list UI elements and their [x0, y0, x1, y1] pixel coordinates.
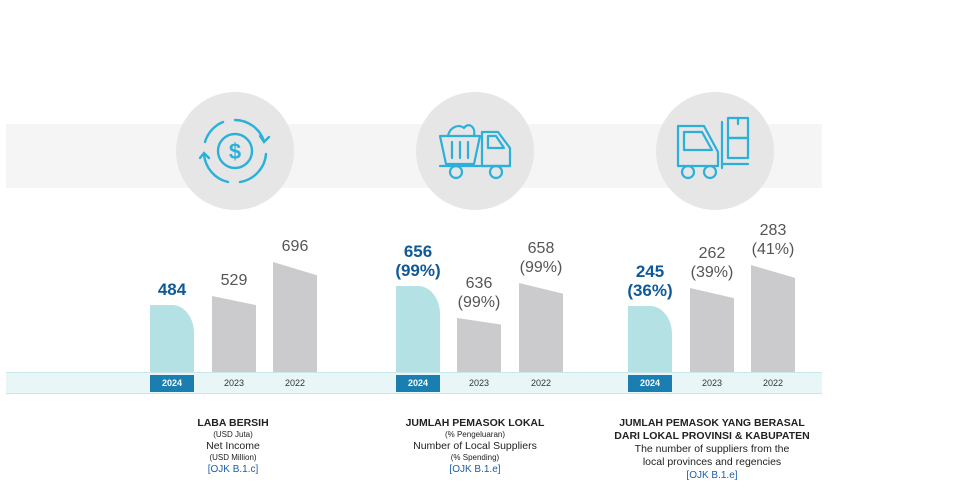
forklift-icon: [656, 92, 774, 210]
caption-title-en: The number of suppliers from the: [634, 443, 790, 455]
year-label-2022: 2022: [762, 378, 784, 388]
value-percent: (41%): [751, 241, 795, 258]
value-label-2022: 283 (41%): [733, 221, 813, 259]
value-label-2024: 656 (99%): [378, 242, 458, 280]
year-label-2022: 2022: [284, 378, 306, 388]
caption-unit-en: (% Spending): [450, 453, 500, 462]
year-label-2022: 2022: [530, 378, 552, 388]
bar-2023: [212, 296, 256, 372]
year-label-2023: 2023: [701, 378, 723, 388]
caption-title-en-line2: local provinces and regencies: [642, 456, 782, 468]
bar-2023: [690, 288, 734, 372]
caption-title: JUMLAH PEMASOK YANG BERASAL: [619, 417, 805, 429]
caption-unit-en: (USD Million): [209, 453, 257, 462]
value-label-2024: 484: [157, 280, 187, 299]
value-percent: (99%): [457, 294, 501, 311]
value-percent: (99%): [519, 259, 563, 276]
bar-2023: [457, 318, 501, 372]
year-label-2023: 2023: [468, 378, 490, 388]
value-label-2023: 529: [220, 272, 248, 289]
value-percent: (99%): [395, 261, 441, 280]
year-label-2024: 2024: [628, 375, 672, 392]
bar-2022: [751, 265, 795, 372]
caption-unit: (USD Juta): [213, 430, 253, 439]
bar-2024: [396, 286, 440, 372]
value-number: 245: [635, 262, 665, 281]
axis-line-top: [6, 372, 822, 373]
chart-caption: JUMLAH PEMASOK YANG BERASAL DARI LOKAL P…: [592, 417, 832, 482]
value-label-2023: 636 (99%): [439, 274, 519, 312]
bar-2022: [273, 262, 317, 372]
bar-2022: [519, 283, 563, 372]
value-label-2022: 658 (99%): [501, 239, 581, 277]
bar-2024: [150, 305, 194, 372]
value-number: 658: [527, 240, 555, 257]
value-label-2024: 245 (36%): [610, 262, 690, 300]
value-percent: (39%): [690, 264, 734, 281]
bar-2024: [628, 306, 672, 372]
caption-unit: (% Pengeluaran): [444, 430, 506, 439]
ojk-reference: [OJK B.1.c]: [207, 464, 259, 475]
chart-caption: LABA BERSIH (USD Juta) Net Income (USD M…: [113, 417, 353, 476]
truck-icon: [416, 92, 534, 210]
ojk-reference: [OJK B.1.e]: [686, 470, 738, 481]
caption-title: LABA BERSIH: [197, 417, 269, 429]
value-label-2022: 696: [281, 238, 309, 255]
dollar-cycle-icon: $: [176, 92, 294, 210]
year-label-2024: 2024: [396, 375, 440, 392]
value-number: 283: [759, 222, 787, 239]
value-number: 636: [465, 275, 493, 292]
year-label-2024: 2024: [150, 375, 194, 392]
ojk-reference: [OJK B.1.e]: [449, 464, 501, 475]
value-percent: (36%): [627, 281, 673, 300]
chart-caption: JUMLAH PEMASOK LOKAL (% Pengeluaran) Num…: [355, 417, 595, 476]
caption-title-en: Net Income: [206, 440, 260, 452]
value-number: 656: [403, 242, 433, 261]
value-number: 262: [698, 245, 726, 262]
axis-line-bottom: [6, 393, 822, 394]
value-label-2023: 262 (39%): [672, 244, 752, 282]
year-label-2023: 2023: [223, 378, 245, 388]
caption-title-en: Number of Local Suppliers: [413, 440, 537, 452]
caption-title: JUMLAH PEMASOK LOKAL: [405, 417, 545, 429]
svg-text:$: $: [229, 139, 241, 164]
caption-title-line2: DARI LOKAL PROVINSI & KABUPATEN: [614, 430, 810, 442]
